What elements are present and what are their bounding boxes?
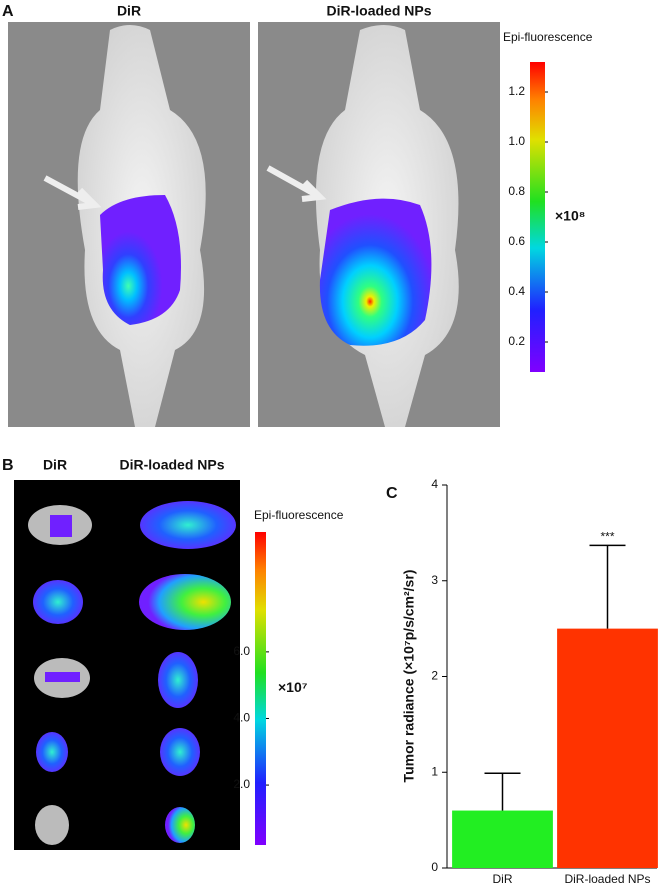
dynamic: A DiR DiR-loaded NPs B DiR DiR-loaded NPs Epi-… xyxy=(2,3,658,886)
panel-label: B xyxy=(2,457,14,474)
colorbar-unit: ×10⁷ xyxy=(278,679,308,695)
colorbar-tick-label: 6.0 xyxy=(233,644,250,658)
y-tick-label: 0 xyxy=(431,860,438,874)
colorbar-tick-label: 1.0 xyxy=(508,134,525,148)
bar xyxy=(557,628,658,868)
colorbar-tick-label: 0.8 xyxy=(508,184,525,198)
panel-label: C xyxy=(386,485,398,502)
bar xyxy=(452,810,553,868)
image-title: DiR-loaded NPs xyxy=(119,457,224,473)
colorbar-unit: ×10⁸ xyxy=(555,208,585,224)
colorbar-tick-label: 1.2 xyxy=(508,84,525,98)
significance: *** xyxy=(600,529,614,543)
colorbar-tick-label: 2.0 xyxy=(233,777,250,791)
colorbar-tick-label: 0.4 xyxy=(508,284,525,298)
colorbar-title: Epi-fluorescence xyxy=(503,30,593,44)
colorbar-tick-label: 0.6 xyxy=(508,234,525,248)
y-tick-label: 2 xyxy=(431,669,438,683)
x-tick-label: DiR-loaded NPs xyxy=(564,872,650,886)
y-tick-label: 1 xyxy=(431,764,438,778)
image-title: DiR xyxy=(43,457,67,473)
y-tick-label: 3 xyxy=(431,573,438,587)
colorbar-title: Epi-fluorescence xyxy=(254,508,344,522)
image-title: DiR-loaded NPs xyxy=(326,3,431,19)
colorbar-tick-label: 4.0 xyxy=(233,711,250,725)
x-tick-label: DiR xyxy=(493,872,513,886)
y-tick-label: 4 xyxy=(431,477,438,491)
panel-b-images xyxy=(14,480,266,850)
colorbar-tick-label: 0.2 xyxy=(508,334,525,348)
panel-a-images xyxy=(8,22,545,427)
y-axis-label: Tumor radiance (×10⁷p/s/cm²/sr) xyxy=(401,570,417,783)
panel-label: A xyxy=(2,3,14,20)
image-title: DiR xyxy=(117,3,141,19)
